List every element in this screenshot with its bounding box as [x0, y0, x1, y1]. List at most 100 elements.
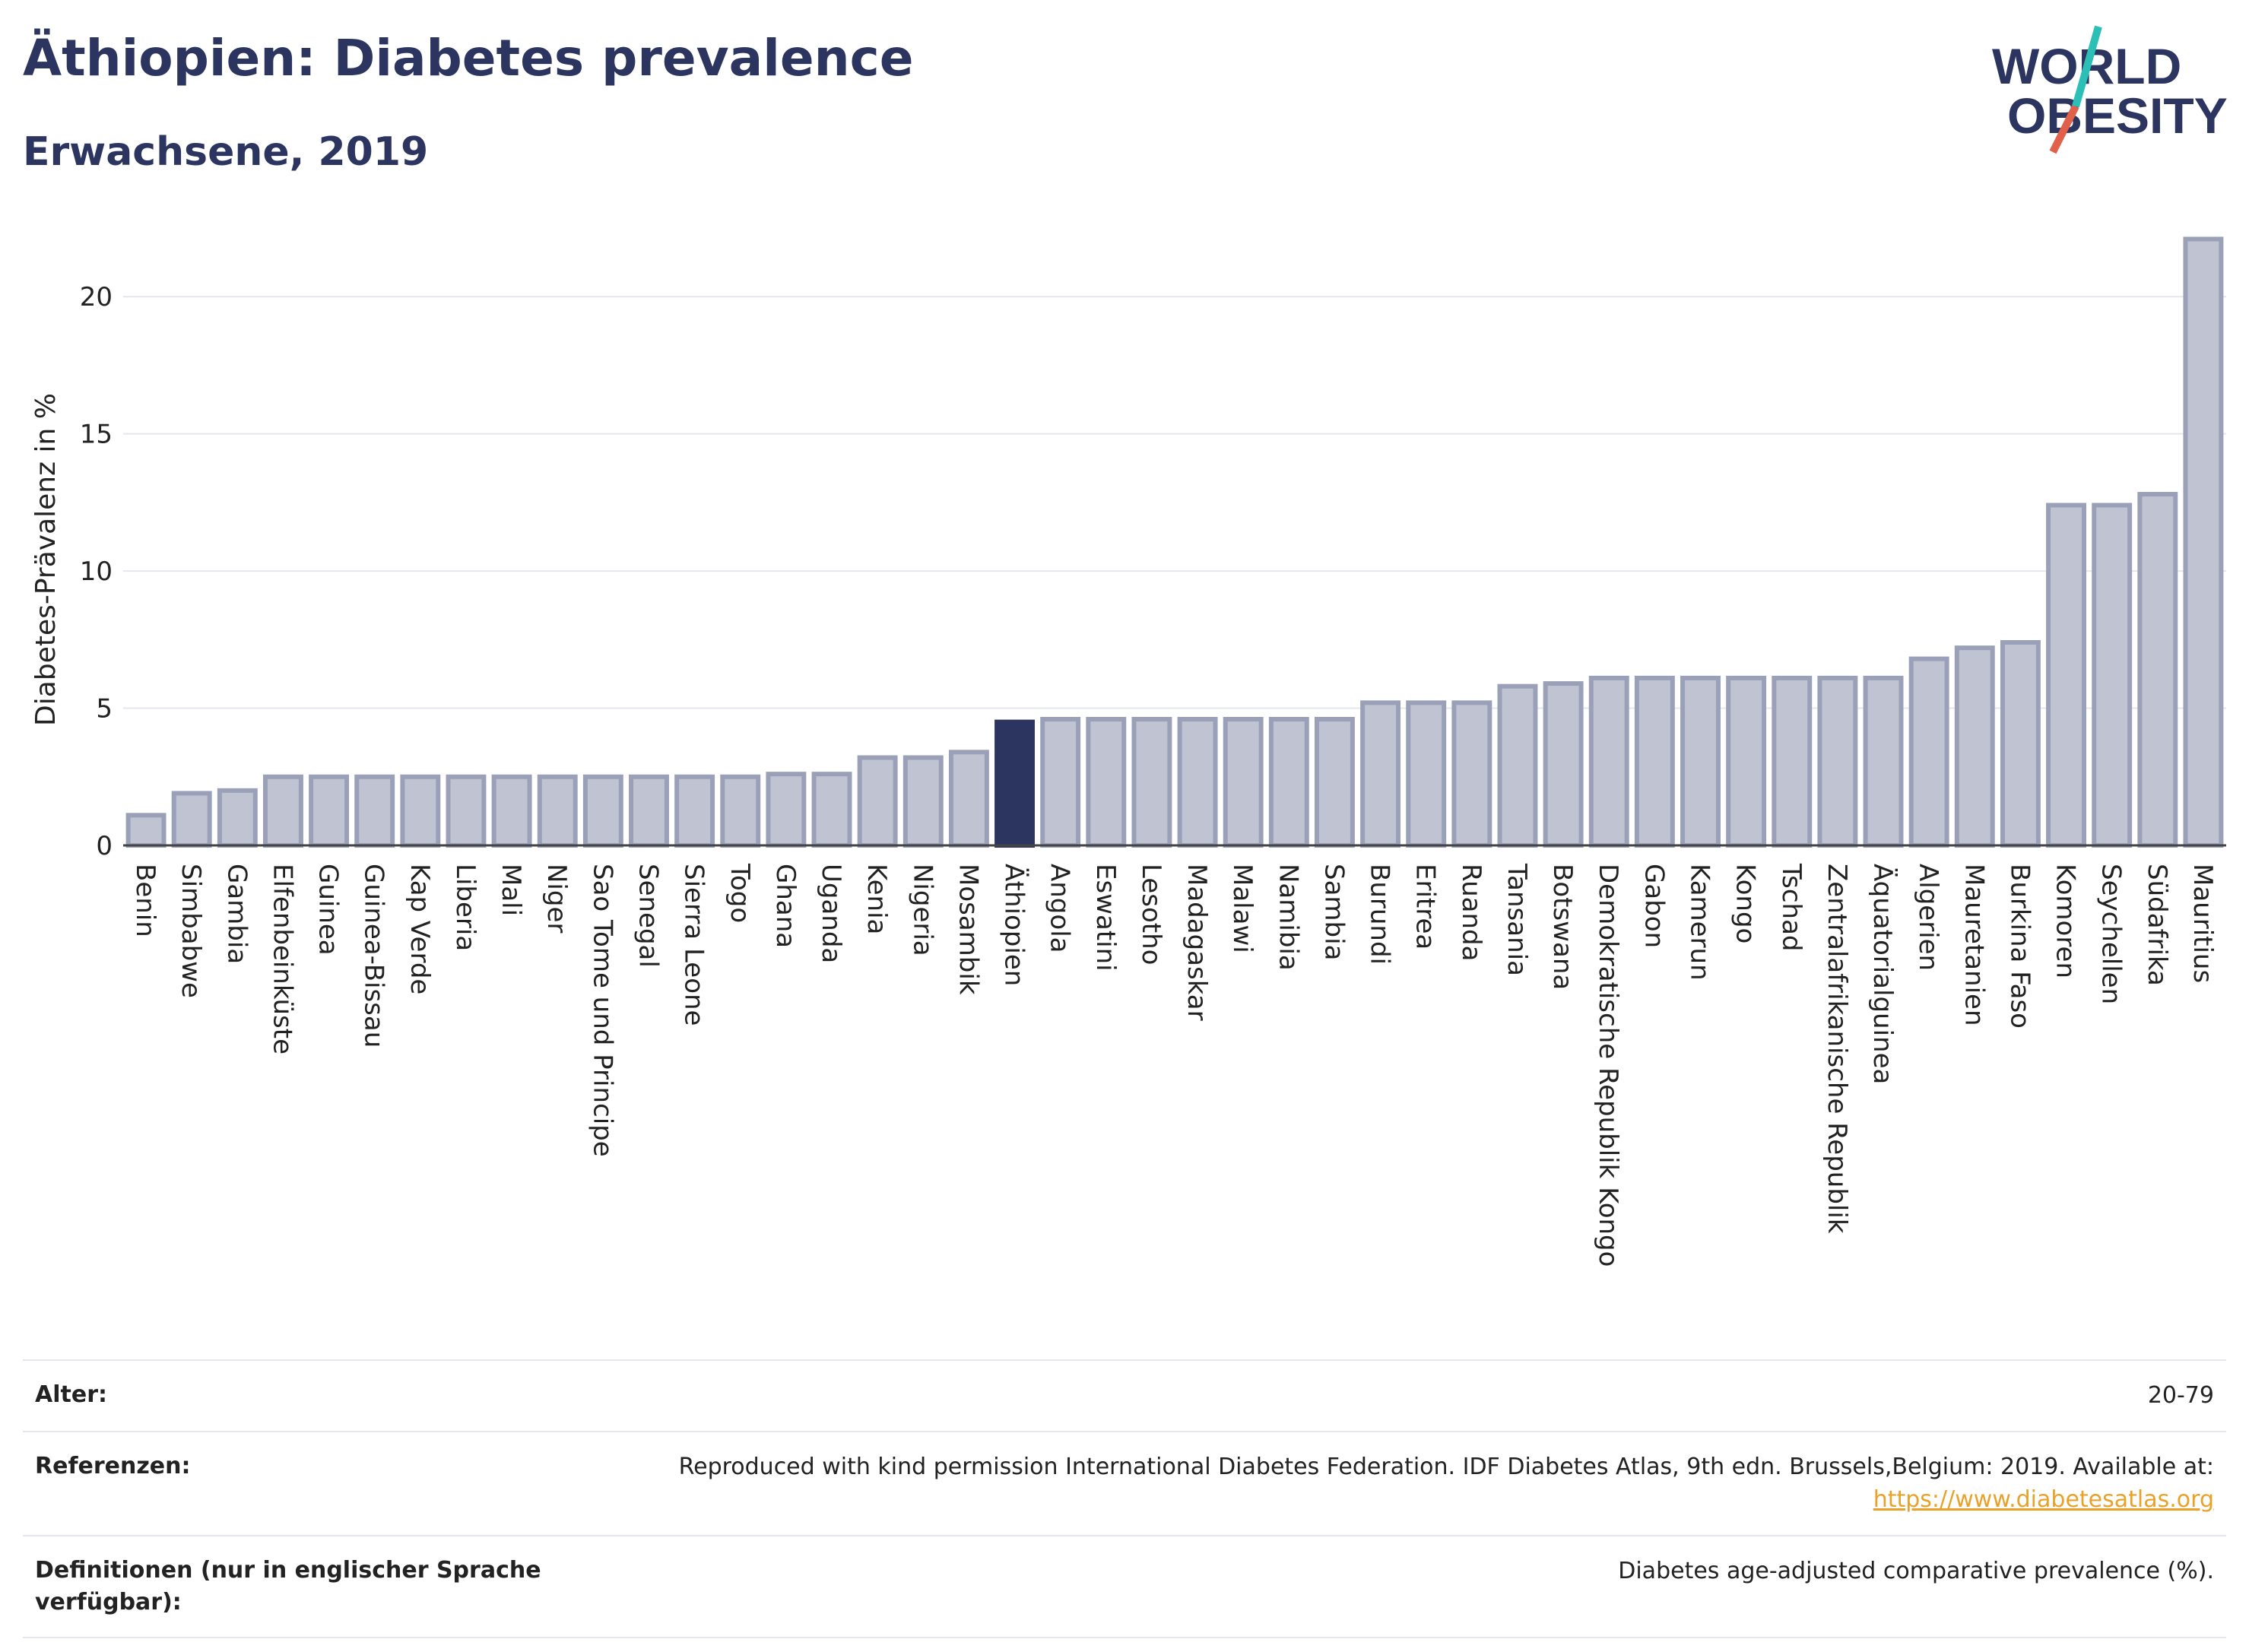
x-tick-label: Kongo [1730, 864, 1761, 943]
world-obesity-logo: WORLD OBESITY [1992, 25, 2228, 154]
x-tick-label: Gabon [1638, 864, 1669, 948]
bar [857, 755, 898, 848]
y-tick-label: 5 [96, 694, 113, 725]
bar [629, 774, 669, 848]
x-tick-label: Mali [496, 864, 526, 916]
x-tick-label: Kap Verde [404, 864, 435, 994]
bar [2092, 503, 2133, 848]
x-tick-label: Algerien [1913, 864, 1943, 971]
y-tick-label: 15 [80, 420, 113, 450]
x-tick-label: Togo [725, 863, 755, 923]
x-tick-label: Simbabwe [176, 864, 206, 998]
y-axis-label: Diabetes-Prävalenz in % [30, 393, 62, 726]
x-tick-label: Benin [130, 864, 160, 937]
bar [1177, 716, 1218, 848]
x-tick-label: Nigeria [907, 864, 937, 956]
x-tick-label: Eritrea [1410, 864, 1441, 950]
x-tick-label: Tansania [1502, 863, 1532, 976]
bar [1680, 675, 1721, 848]
meta-label: Alter: [35, 1381, 107, 1408]
bar [263, 774, 303, 848]
bar [1131, 716, 1172, 848]
bar [400, 774, 441, 848]
x-tick-label: Seychellen [2096, 864, 2127, 1004]
bar [1908, 656, 1949, 848]
y-tick-label: 20 [80, 282, 113, 312]
bar [1040, 716, 1081, 848]
x-tick-label: Botswana [1547, 864, 1578, 990]
bar [902, 755, 944, 848]
bar [1086, 716, 1127, 848]
bars [125, 236, 2224, 848]
x-tick-label: Mauretanien [1959, 864, 1989, 1026]
reference-text: Reproduced with kind permission Internat… [678, 1453, 2214, 1480]
bar [1543, 681, 1584, 848]
x-tick-label: Sierra Leone [679, 864, 709, 1026]
x-tick-label: Burkina Faso [2004, 864, 2035, 1029]
bar [1588, 675, 1629, 848]
bar [948, 750, 989, 848]
x-tick-label: Kenia [861, 864, 892, 934]
bar [354, 774, 395, 848]
metadata-table: Alter: 20-79 Referenzen: Reproduced with… [23, 1359, 2226, 1638]
bar [537, 774, 578, 848]
x-tick-label: Eswatini [1090, 864, 1121, 972]
x-tick-label: Komoren [2051, 864, 2081, 978]
bar [811, 772, 852, 848]
bar [1863, 675, 1904, 848]
x-tick-label: Namibia [1273, 864, 1303, 971]
x-tick-labels: Benin Simbabwe Gambia Elfenbeinküste Guinea G… [130, 863, 2218, 1267]
bar [1223, 716, 1264, 848]
x-tick-label: Äquatorialguinea [1867, 864, 1898, 1084]
x-tick-label: Guinea-Bissau [359, 864, 389, 1048]
x-tick-label: Ruanda [1456, 864, 1486, 961]
meta-value-references: Reproduced with kind permission Internat… [679, 1451, 2214, 1517]
x-tick-label: Sambia [1318, 864, 1349, 960]
bar [309, 774, 350, 848]
x-tick-label: Mosambik [953, 864, 983, 995]
x-tick-label: Malawi [1227, 864, 1258, 953]
meta-row-age: Alter: 20-79 [23, 1359, 2226, 1431]
bar [2046, 503, 2086, 848]
x-tick-label: Madagaskar [1182, 864, 1212, 1021]
bar [217, 788, 258, 848]
meta-value: 20-79 [2147, 1382, 2214, 1409]
bar [1406, 700, 1447, 848]
bar [1726, 675, 1767, 848]
bar [674, 774, 715, 848]
x-tick-label: Gambia [221, 864, 252, 964]
bar [1360, 700, 1401, 848]
x-tick-label: Liberia [450, 864, 481, 951]
bar [1954, 645, 1995, 848]
x-tick-label: Uganda [816, 864, 846, 963]
reference-link[interactable]: https://www.diabetesatlas.org [1873, 1486, 2214, 1513]
bar [1268, 716, 1309, 848]
x-tick-label: Elfenbeinküste [267, 864, 297, 1054]
grid-lines [123, 296, 2226, 709]
bar [1451, 700, 1492, 848]
bar [491, 774, 532, 848]
x-tick-label: Angola [1045, 864, 1075, 953]
bar-chart: 0 5 10 15 20 Benin Simbabwe Gambia Elfenbeinküs… [30, 236, 2226, 1267]
y-tick-label: 0 [96, 831, 113, 861]
x-tick-label: Demokratische Republik Kongo [1593, 864, 1623, 1267]
bar [1772, 675, 1813, 848]
logo-line-2: OBESITY [2007, 87, 2228, 144]
x-tick-label: Niger [541, 864, 572, 933]
x-tick-label: Sao Tome und Principe [587, 864, 617, 1157]
x-tick-label: Burundi [1365, 864, 1395, 965]
bar [2000, 639, 2041, 848]
bar [766, 772, 807, 848]
logo-slash-teal [2072, 25, 2102, 108]
bar [720, 774, 761, 848]
x-tick-label: Senegal [633, 864, 664, 968]
bar [582, 774, 623, 848]
bar [2183, 236, 2224, 848]
x-tick-label: Guinea [313, 864, 344, 956]
y-tick-label: 10 [80, 556, 113, 587]
chart-title: Äthiopien: Diabetes prevalence [23, 29, 914, 87]
bar [1817, 675, 1858, 848]
x-tick-label: Südafrika [2142, 864, 2172, 986]
bar [2137, 492, 2178, 848]
bar [171, 791, 212, 848]
